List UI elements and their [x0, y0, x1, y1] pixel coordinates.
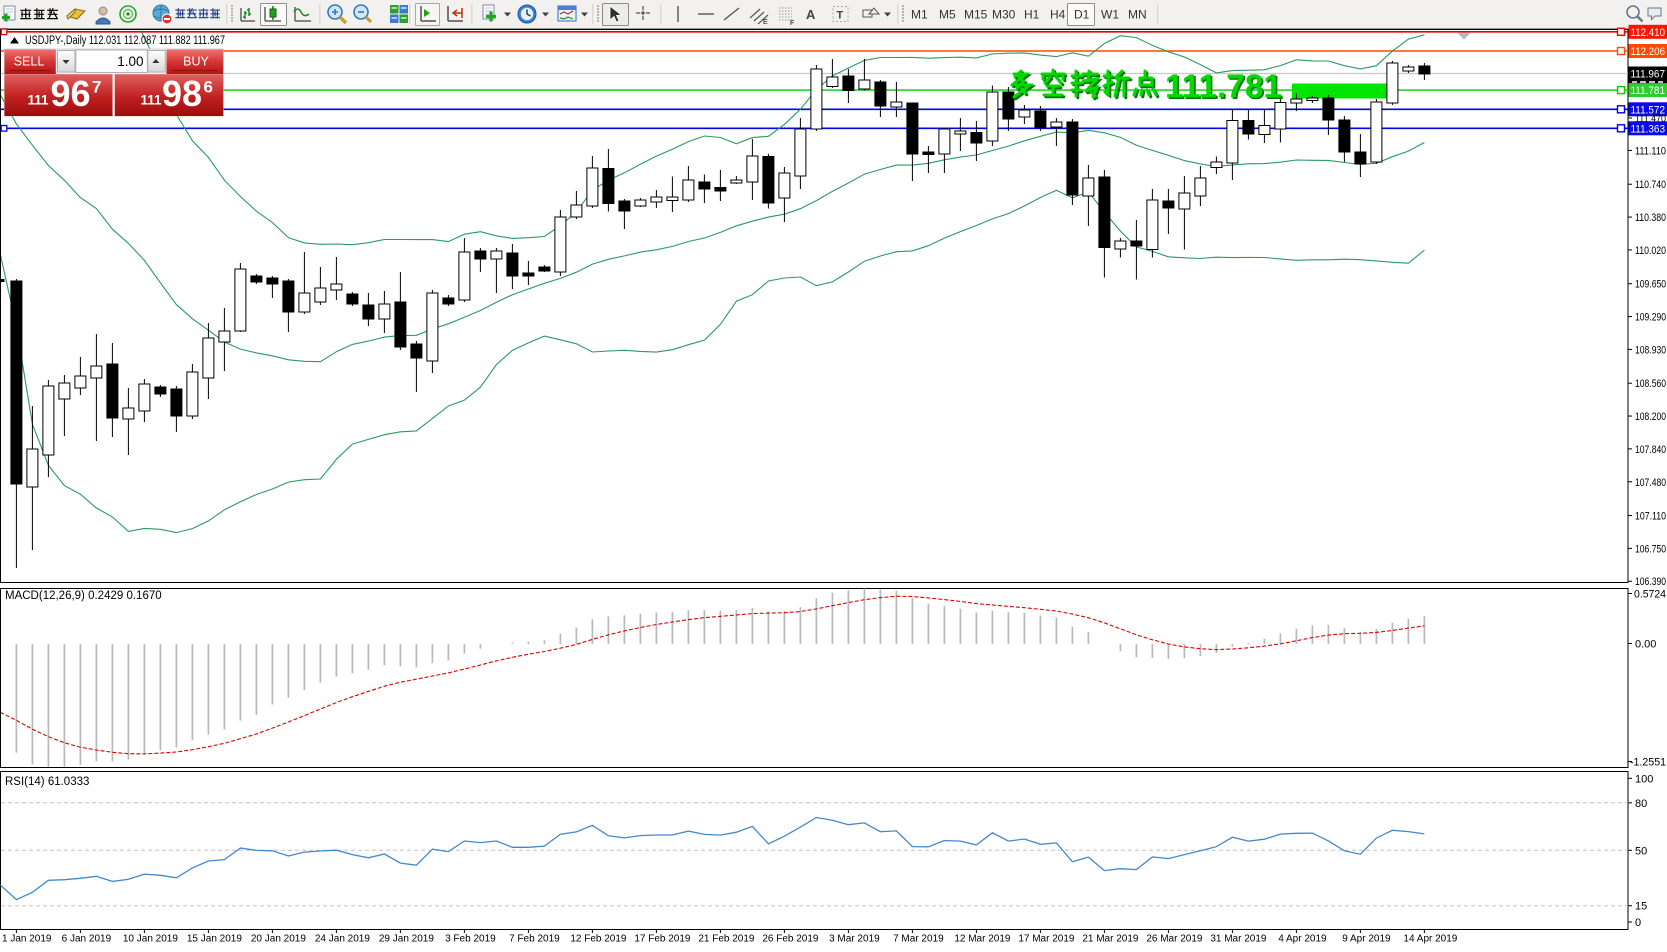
svg-text:111.967: 111.967 — [1631, 69, 1666, 81]
svg-text:15 Jan 2019: 15 Jan 2019 — [187, 934, 242, 945]
svg-text:112.410: 112.410 — [1631, 27, 1666, 39]
svg-text:111.781: 111.781 — [1165, 67, 1282, 104]
svg-text:110.020: 110.020 — [1635, 245, 1666, 257]
svg-text:107.110: 107.110 — [1635, 511, 1666, 523]
svg-text:111.110: 111.110 — [1635, 145, 1666, 157]
svg-text:D1: D1 — [1074, 8, 1090, 22]
svg-text:14 Apr 2019: 14 Apr 2019 — [1403, 934, 1457, 945]
svg-text:12 Feb 2019: 12 Feb 2019 — [570, 934, 627, 945]
svg-text:6 Jan 2019: 6 Jan 2019 — [62, 934, 112, 945]
svg-text:109.290: 109.290 — [1635, 312, 1666, 324]
svg-text:108.200: 108.200 — [1635, 411, 1666, 423]
svg-text:M30: M30 — [992, 8, 1016, 22]
svg-text:M1: M1 — [911, 8, 928, 22]
svg-text:98: 98 — [162, 73, 202, 114]
svg-text:31 Mar 2019: 31 Mar 2019 — [1210, 934, 1267, 945]
svg-text:10 Jan 2019: 10 Jan 2019 — [123, 934, 178, 945]
svg-text:7 Feb 2019: 7 Feb 2019 — [509, 934, 560, 945]
svg-text:W1: W1 — [1101, 8, 1119, 22]
svg-text:26 Mar 2019: 26 Mar 2019 — [1146, 934, 1203, 945]
svg-text:USDJPY-,Daily 112.031 112.087: USDJPY-,Daily 112.031 112.087 111.882 11… — [25, 35, 225, 47]
svg-text:9 Apr 2019: 9 Apr 2019 — [1342, 934, 1391, 945]
svg-text:3 Mar 2019: 3 Mar 2019 — [829, 934, 880, 945]
svg-text:MN: MN — [1128, 8, 1147, 22]
svg-text:15: 15 — [1635, 901, 1647, 913]
svg-text:24 Jan 2019: 24 Jan 2019 — [315, 934, 370, 945]
svg-text:96: 96 — [51, 73, 91, 114]
svg-text:M5: M5 — [939, 8, 956, 22]
svg-text:107.480: 107.480 — [1635, 477, 1666, 489]
svg-text:17 Feb 2019: 17 Feb 2019 — [634, 934, 691, 945]
svg-text:SELL: SELL — [14, 55, 45, 69]
svg-text:1.00: 1.00 — [117, 54, 143, 69]
svg-text:111.781: 111.781 — [1167, 69, 1284, 106]
svg-text:E: E — [763, 19, 768, 26]
svg-text:7 Mar 2019: 7 Mar 2019 — [893, 934, 944, 945]
svg-text:3 Feb 2019: 3 Feb 2019 — [445, 934, 496, 945]
svg-text:17 Mar 2019: 17 Mar 2019 — [1018, 934, 1075, 945]
svg-text:6: 6 — [204, 78, 213, 97]
svg-text:100: 100 — [1635, 773, 1653, 785]
svg-text:111.363: 111.363 — [1631, 123, 1666, 135]
svg-text:RSI(14) 61.0333: RSI(14) 61.0333 — [5, 776, 89, 788]
svg-text:1 Jan 2019: 1 Jan 2019 — [2, 934, 52, 945]
svg-text:108.930: 108.930 — [1635, 344, 1666, 356]
svg-text:7: 7 — [92, 78, 101, 97]
svg-text:80: 80 — [1635, 798, 1647, 810]
svg-text:106.750: 106.750 — [1635, 543, 1666, 555]
svg-text:12 Mar 2019: 12 Mar 2019 — [954, 934, 1011, 945]
svg-text:111.572: 111.572 — [1631, 104, 1666, 116]
svg-text:112.206: 112.206 — [1631, 46, 1666, 58]
svg-text:106.390: 106.390 — [1635, 576, 1666, 588]
svg-text:0.00: 0.00 — [1635, 639, 1656, 651]
svg-text:MACD(12,26,9) 0.2429 0.1670: MACD(12,26,9) 0.2429 0.1670 — [5, 590, 162, 602]
svg-text:109.650: 109.650 — [1635, 279, 1666, 291]
svg-text:21 Feb 2019: 21 Feb 2019 — [698, 934, 755, 945]
svg-text:0.5724: 0.5724 — [1634, 589, 1666, 601]
svg-text:0: 0 — [1635, 917, 1641, 929]
svg-text:20 Jan 2019: 20 Jan 2019 — [251, 934, 306, 945]
svg-text:107.840: 107.840 — [1635, 444, 1666, 456]
svg-text:111.781: 111.781 — [1631, 85, 1666, 97]
svg-text:111: 111 — [141, 93, 163, 108]
svg-text:108.560: 108.560 — [1635, 378, 1666, 390]
svg-text:T: T — [837, 10, 844, 22]
svg-text:21 Mar 2019: 21 Mar 2019 — [1082, 934, 1139, 945]
svg-text:29 Jan 2019: 29 Jan 2019 — [379, 934, 434, 945]
svg-text:H4: H4 — [1050, 8, 1066, 22]
svg-text:-1.2551: -1.2551 — [1630, 757, 1666, 769]
svg-text:A: A — [806, 7, 816, 22]
svg-text:50: 50 — [1635, 845, 1647, 857]
svg-text:H1: H1 — [1024, 8, 1040, 22]
svg-text:110.740: 110.740 — [1635, 179, 1666, 191]
svg-text:26 Feb 2019: 26 Feb 2019 — [762, 934, 819, 945]
svg-text:111: 111 — [28, 93, 50, 108]
svg-text:F: F — [790, 20, 794, 27]
svg-text:BUY: BUY — [183, 55, 209, 69]
svg-text:4 Apr 2019: 4 Apr 2019 — [1278, 934, 1327, 945]
svg-text:110.380: 110.380 — [1635, 212, 1666, 224]
svg-text:M15: M15 — [964, 8, 988, 22]
